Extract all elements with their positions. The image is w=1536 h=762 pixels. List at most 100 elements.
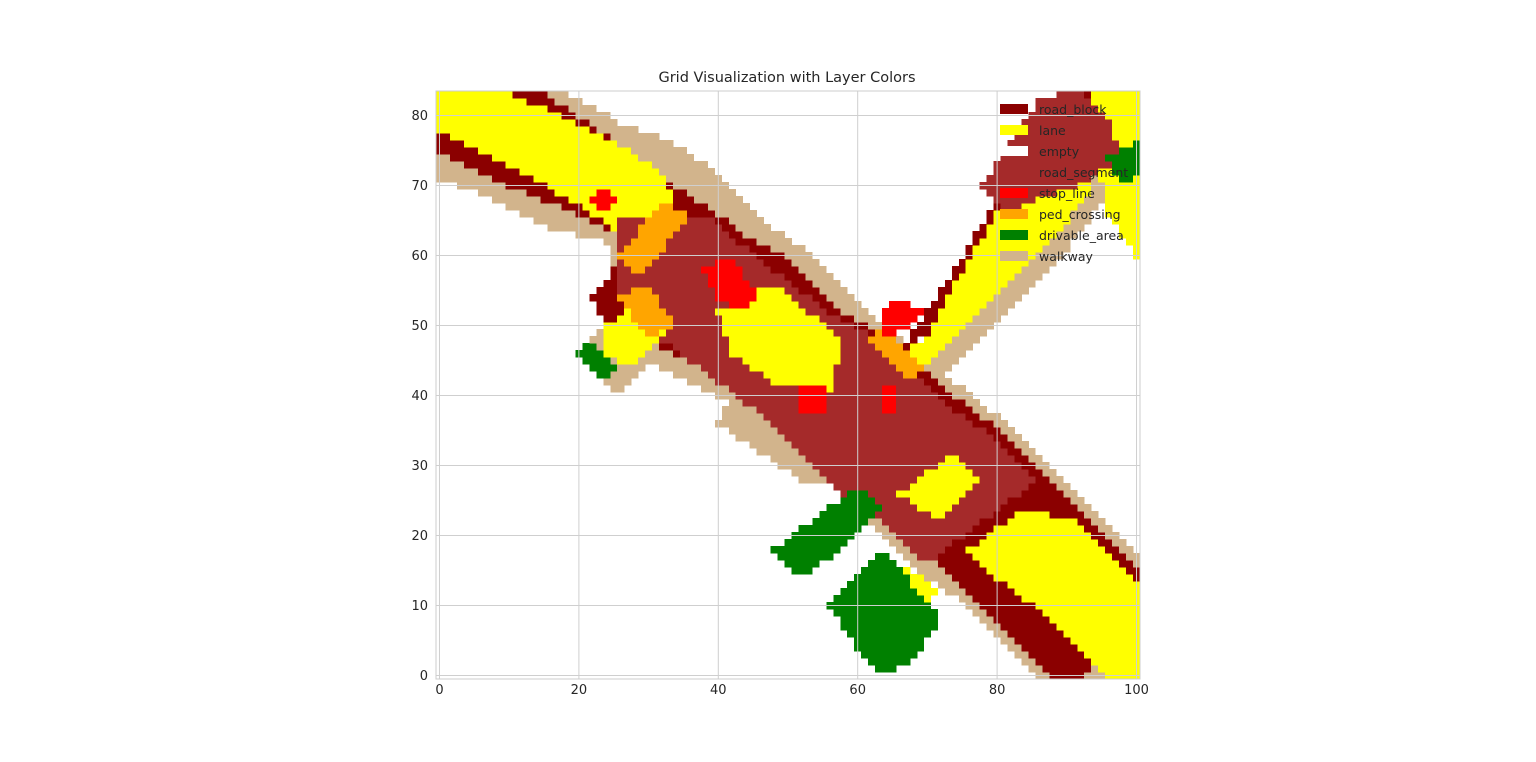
grid-cell-walkway — [1091, 665, 1099, 673]
grid-cell-walkway — [979, 616, 994, 624]
legend-label-walkway: walkway — [1039, 249, 1093, 264]
grid-cell-road_block — [596, 301, 625, 309]
grid-cell-walkway — [1014, 441, 1029, 449]
grid-cell-walkway — [819, 287, 848, 295]
grid-cell-lane — [728, 343, 841, 351]
grid-cell-road_segment — [617, 224, 639, 232]
grid-cell-walkway — [979, 413, 1001, 421]
grid-cell-walkway — [547, 224, 604, 232]
legend-label-ped_crossing: ped_crossing — [1039, 207, 1121, 222]
grid-cell-road_segment — [972, 469, 1029, 477]
grid-cell-road_block — [986, 217, 994, 225]
grid-cell-road_segment — [916, 553, 939, 561]
grid-cell-walkway — [1091, 175, 1099, 183]
grid-cell-lane — [979, 238, 1050, 246]
grid-cell-drivable_area — [575, 350, 604, 358]
grid-cell-ped_crossing — [624, 245, 667, 253]
grid-cell-road_segment — [833, 371, 904, 379]
y-tick-label: 60 — [411, 249, 428, 264]
grid-cell-stop_line — [728, 301, 750, 309]
grid-cell-walkway — [972, 609, 987, 617]
grid-cell-walkway — [1077, 504, 1092, 512]
grid-cell-walkway — [589, 119, 618, 127]
grid-cell-walkway — [1028, 259, 1057, 267]
grid-cell-lane — [965, 546, 1106, 554]
grid-cell-road_segment — [833, 483, 911, 491]
grid-cell-road_block — [526, 98, 555, 106]
grid-cell-road_block — [979, 224, 987, 232]
grid-cell-road_block — [610, 266, 618, 274]
grid-cell-road_segment — [951, 504, 1001, 512]
grid-cell-drivable_area — [861, 567, 904, 575]
grid-cell-lane — [763, 371, 834, 379]
grid-cell-road_segment — [686, 357, 743, 365]
grid-cell-road_segment — [763, 413, 967, 421]
grid-cell-lane — [617, 315, 632, 323]
grid-cell-walkway — [721, 413, 764, 421]
grid-cell-lane — [1042, 609, 1140, 617]
grid-cell-road_block — [477, 168, 520, 176]
grid-cell-road_block — [1119, 560, 1134, 568]
grid-cell-walkway — [652, 161, 709, 169]
grid-cell-road_block — [603, 133, 611, 141]
grid-cell-lane — [1063, 630, 1140, 638]
grid-cell-stop_line — [882, 329, 897, 337]
grid-cell-road_block — [596, 287, 618, 295]
grid-cell-road_block — [944, 280, 953, 288]
grid-cells — [436, 91, 1140, 679]
grid-cell-lane — [610, 224, 618, 232]
grid-cell-road_block — [979, 518, 1008, 526]
grid-cell-stop_line — [798, 399, 827, 407]
grid-cell-road_segment — [1056, 91, 1085, 99]
grid-cell-walkway — [1112, 539, 1127, 547]
grid-cell-road_block — [791, 280, 813, 288]
grid-cell-road_block — [603, 315, 618, 323]
grid-cell-ped_crossing — [624, 259, 653, 267]
grid-cell-walkway — [1126, 553, 1140, 561]
x-tick-label: 0 — [435, 683, 443, 698]
grid-cell-ped_crossing — [631, 315, 674, 323]
grid-cell-road_segment — [826, 476, 918, 484]
grid-cell-road_segment — [666, 308, 716, 316]
grid-cell-drivable_area — [868, 560, 897, 568]
y-tick-label: 80 — [411, 109, 428, 124]
grid-cell-lane — [909, 497, 960, 505]
grid-cell-road_block — [1007, 497, 1071, 505]
chart-title: Grid Visualization with Layer Colors — [658, 70, 915, 86]
grid-cell-road_segment — [652, 259, 716, 267]
grid-cell-walkway — [770, 455, 806, 463]
grid-cell-road_segment — [805, 308, 827, 316]
grid-cell-lane — [589, 210, 653, 218]
grid-cell-road_segment — [617, 287, 632, 295]
grid-cell-drivable_area — [812, 518, 869, 526]
grid-cell-walkway — [1091, 189, 1106, 197]
grid-cell-road_block — [547, 105, 569, 113]
grid-cell-road_segment — [826, 399, 883, 407]
grid-cell-road_block — [686, 210, 716, 218]
grid-cell-road_segment — [875, 511, 932, 519]
legend-swatch-road_block — [1000, 104, 1028, 114]
plot-area: 0 20 40 60 80 100 0 10 20 30 40 50 60 70 80 — [411, 90, 1149, 698]
grid-cell-walkway — [631, 147, 688, 155]
grid-cell-walkway — [854, 315, 876, 323]
grid-cell-walkway — [596, 329, 604, 337]
grid-cell-lane — [944, 294, 994, 302]
legend-swatch-road_segment — [1000, 167, 1028, 177]
grid-cell-walkway — [1063, 490, 1078, 498]
x-tick-label: 60 — [849, 683, 866, 698]
grid-cell-lane — [1014, 588, 1140, 596]
grid-cell-walkway — [958, 595, 974, 603]
grid-cell-drivable_area — [582, 343, 597, 351]
grid-cell-lane — [993, 574, 1134, 582]
grid-cell-ped_crossing — [631, 266, 646, 274]
grid-cell-lane — [1021, 203, 1078, 211]
grid-cell-road_block — [1035, 658, 1092, 666]
grid-cell-road_segment — [1007, 140, 1120, 148]
grid-cell-walkway — [896, 546, 911, 554]
grid-cell-lane — [756, 294, 792, 302]
grid-cell-road_segment — [659, 301, 730, 309]
grid-cell-road_block — [951, 574, 994, 582]
legend-label-empty: empty — [1039, 144, 1080, 159]
grid-cell-lane — [624, 308, 632, 316]
